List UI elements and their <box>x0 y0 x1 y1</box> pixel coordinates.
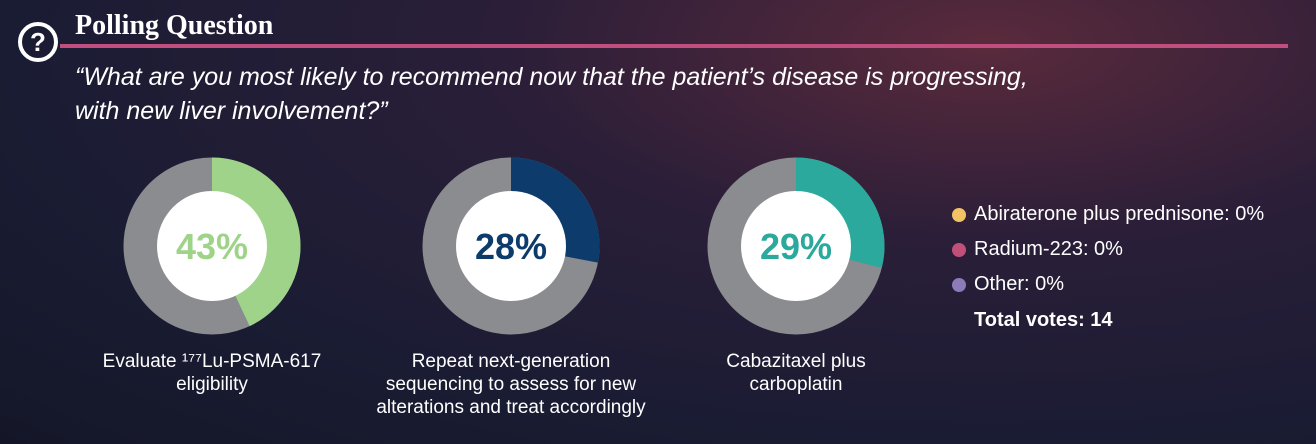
legend-label: Abiraterone plus prednisone: 0% <box>974 203 1265 225</box>
legend-dot <box>952 277 966 292</box>
legend-item: Abiraterone plus prednisone: 0% <box>952 203 1264 226</box>
donut-hole <box>456 191 566 301</box>
donut-slice <box>795 157 885 268</box>
question: with new liver involvement?” <box>75 97 388 125</box>
title: Polling Question <box>75 10 274 41</box>
legend-item: Radium-223: 0% <box>952 238 1123 261</box>
donut-hole <box>741 191 851 301</box>
question-icon-mark: ? <box>30 27 46 57</box>
legend-label: Other: 0% <box>974 273 1065 295</box>
legend-dot <box>952 242 966 257</box>
donut-slice <box>211 157 301 327</box>
value-label: 29% <box>760 226 832 267</box>
donut-slice <box>510 157 600 263</box>
legend-label: Radium-223: 0% <box>974 238 1123 260</box>
value-label: 43% <box>176 226 248 267</box>
question: “What are you most likely to recommend n… <box>75 63 1028 91</box>
option-label: Repeat next-generation sequencing to ass… <box>376 351 646 418</box>
legend-item: Other: 0% <box>952 273 1064 296</box>
legend-dot <box>952 207 966 222</box>
donut-hole <box>157 191 267 301</box>
option-label: Cabazitaxel plus carboplatin <box>726 351 866 395</box>
option-label: Evaluate ¹⁷⁷Lu-PSMA-617 eligibility <box>102 351 322 395</box>
value-label: 28% <box>475 226 547 267</box>
total-votes: Total votes: 14 <box>974 309 1113 331</box>
question-icon <box>18 22 58 62</box>
